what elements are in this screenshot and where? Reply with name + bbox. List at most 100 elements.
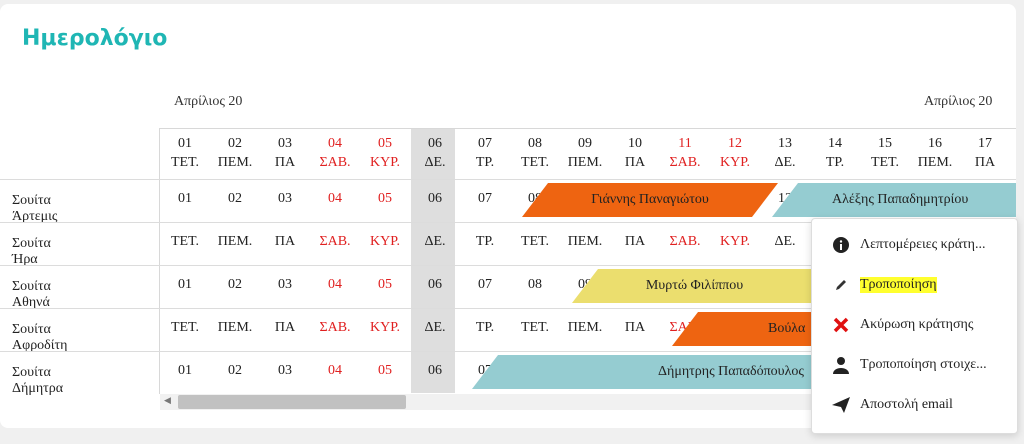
day-weekday: ΤΕΤ.: [870, 155, 900, 170]
day-number: 08: [528, 136, 542, 151]
calendar-cell[interactable]: ΔΕ.: [424, 320, 446, 335]
day-weekday: ΠΑ: [274, 155, 296, 170]
room-label: Σουίτα Αφροδίτη: [12, 322, 68, 353]
calendar-card: Ημερολόγιο Απρίλιος 20 Απρίλιος 20 01 ΤΕΤ…: [0, 4, 1016, 428]
room-label: Σουίτα Ήρα: [12, 236, 51, 267]
calendar-cell[interactable]: 02: [228, 277, 242, 292]
menu-item-send-email[interactable]: Αποστολή email: [812, 387, 1017, 423]
day-number: 01: [178, 136, 192, 151]
calendar-cell[interactable]: ΚΥΡ.: [720, 234, 750, 249]
calendar-cell[interactable]: ΤΡ.: [475, 320, 495, 335]
menu-item-label: Αποστολή email: [860, 397, 953, 412]
menu-item-label: Τροποποίηση στοιχε...: [860, 357, 987, 372]
calendar-cell[interactable]: 07: [478, 277, 492, 292]
day-header: 17 ΠΑ: [960, 134, 1010, 172]
booking-guest: Δήμητρης Παπαδόπουλος: [658, 364, 804, 379]
day-number: 12: [728, 136, 742, 151]
day-number: 07: [478, 136, 492, 151]
calendar-cell[interactable]: ΤΕΤ.: [170, 234, 200, 249]
room-label: Σουίτα Αθηνά: [12, 279, 51, 310]
send-icon: [826, 397, 856, 413]
calendar-cell[interactable]: ΠΑ: [624, 320, 646, 335]
calendar-cell[interactable]: 06: [428, 363, 442, 378]
day-header: 07 ΤΡ.: [460, 134, 510, 172]
calendar-cell[interactable]: ΠΕΜ.: [217, 320, 253, 335]
calendar-cell[interactable]: 07: [478, 191, 492, 206]
day-header: 14 ΤΡ.: [810, 134, 860, 172]
calendar-cell[interactable]: 05: [378, 363, 392, 378]
calendar-cell[interactable]: ΤΕΤ.: [170, 320, 200, 335]
calendar-cell[interactable]: 03: [278, 277, 292, 292]
row-divider: [0, 308, 1016, 309]
calendar-cell[interactable]: 06: [428, 191, 442, 206]
menu-item-edit[interactable]: Τροποποίηση: [812, 267, 1017, 303]
day-number: 03: [278, 136, 292, 151]
calendar-cell[interactable]: ΠΑ: [274, 234, 296, 249]
row-divider: [0, 179, 1016, 180]
day-number: 15: [878, 136, 892, 151]
calendar-cell[interactable]: 02: [228, 191, 242, 206]
calendar-cell[interactable]: 05: [378, 191, 392, 206]
calendar-cell[interactable]: ΚΥΡ.: [370, 234, 400, 249]
calendar-cell[interactable]: ΔΕ.: [774, 234, 796, 249]
calendar-cell[interactable]: 04: [328, 191, 342, 206]
room-label: Σουίτα Δήμητρα: [12, 365, 64, 396]
booking-bar[interactable]: Μυρτώ Φιλίππου: [572, 269, 817, 303]
calendar-cell[interactable]: ΔΕ.: [424, 234, 446, 249]
user-icon: [826, 356, 856, 374]
calendar-cell[interactable]: ΣΑΒ.: [319, 320, 351, 335]
calendar-cell[interactable]: ΚΥΡ.: [370, 320, 400, 335]
day-number: 17: [978, 136, 992, 151]
menu-item-label: Τροποποίηση: [860, 277, 937, 293]
row-divider: [0, 265, 1016, 266]
booking-bar[interactable]: Αλέξης Παπαδημητρίου: [772, 183, 1016, 217]
day-weekday: ΠΕΜ.: [217, 155, 253, 170]
calendar-cell[interactable]: 06: [428, 277, 442, 292]
calendar-cell[interactable]: 01: [178, 363, 192, 378]
day-number: 13: [778, 136, 792, 151]
booking-bar[interactable]: Βούλα: [672, 312, 817, 346]
calendar-cell[interactable]: 01: [178, 191, 192, 206]
calendar-cell[interactable]: ΣΑΒ.: [319, 234, 351, 249]
calendar-cell[interactable]: ΠΕΜ.: [217, 234, 253, 249]
day-weekday: ΔΕ.: [774, 155, 796, 170]
calendar-cell[interactable]: 01: [178, 277, 192, 292]
booking-bar[interactable]: Δήμητρης Παπαδόπουλος: [472, 355, 817, 389]
day-weekday: ΤΡ.: [825, 155, 845, 170]
booking-bar[interactable]: Γιάννης Παναγιώτου: [522, 183, 778, 217]
calendar-cell[interactable]: 04: [328, 363, 342, 378]
calendar-cell[interactable]: ΠΕΜ.: [567, 320, 603, 335]
menu-item-cancel[interactable]: Ακύρωση κράτησης: [812, 307, 1017, 343]
day-header: 04 ΣΑΒ.: [310, 134, 360, 172]
calendar-cell[interactable]: 08: [528, 277, 542, 292]
calendar-cell[interactable]: 03: [278, 363, 292, 378]
calendar-cell[interactable]: ΤΕΤ.: [520, 234, 550, 249]
day-weekday: ΔΕ.: [424, 155, 446, 170]
calendar-cell[interactable]: ΠΕΜ.: [567, 234, 603, 249]
calendar-cell[interactable]: ΤΡ.: [475, 234, 495, 249]
scroll-left-icon[interactable]: ◀: [164, 395, 171, 405]
calendar-cell[interactable]: 02: [228, 363, 242, 378]
menu-item-label: Λεπτομέρειες κράτη...: [860, 237, 986, 252]
calendar-cell[interactable]: 03: [278, 191, 292, 206]
calendar-cell[interactable]: 04: [328, 277, 342, 292]
calendar-cell[interactable]: ΤΕΤ.: [520, 320, 550, 335]
calendar-cell[interactable]: ΠΑ: [624, 234, 646, 249]
today-column-highlight: [411, 129, 455, 393]
scrollbar-thumb[interactable]: [178, 395, 406, 409]
day-header: 01 ΤΕΤ.: [160, 134, 210, 172]
day-weekday: ΣΑΒ.: [669, 155, 701, 170]
day-weekday: ΠΑ: [974, 155, 996, 170]
day-header: 10 ΠΑ: [610, 134, 660, 172]
menu-item-label: Ακύρωση κράτησης: [860, 317, 974, 332]
menu-item-details[interactable]: Λεπτομέρειες κράτη...: [812, 227, 1017, 263]
menu-item-edit-guest[interactable]: Τροποποίηση στοιχε...: [812, 347, 1017, 383]
calendar-cell[interactable]: ΣΑΒ.: [669, 234, 701, 249]
info-icon: [826, 237, 856, 253]
calendar-cell[interactable]: 05: [378, 277, 392, 292]
pencil-icon: [826, 278, 856, 292]
day-header: 13 ΔΕ.: [760, 134, 810, 172]
day-weekday: ΤΕΤ.: [520, 155, 550, 170]
divider: [159, 128, 160, 394]
calendar-cell[interactable]: ΠΑ: [274, 320, 296, 335]
